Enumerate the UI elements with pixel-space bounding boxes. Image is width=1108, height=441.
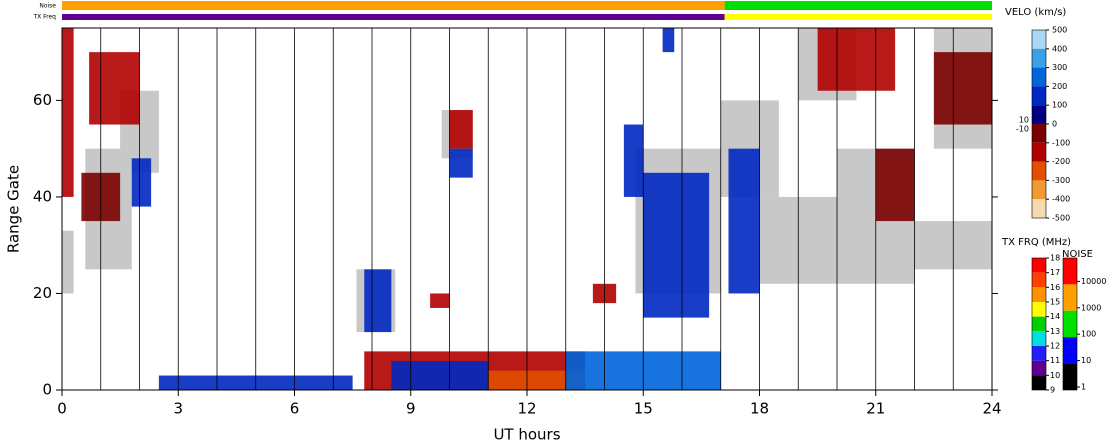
colorbar-segment	[1032, 48, 1046, 68]
velocity-cell	[933, 52, 992, 125]
velocity-cell	[62, 28, 74, 197]
velocity-cell	[488, 370, 586, 390]
freq-colorbar-tick-label: 13	[1050, 327, 1060, 336]
freq-strip	[62, 14, 725, 20]
colorbar-segment	[1032, 180, 1046, 200]
velocity-cell	[449, 148, 473, 178]
noise-colorbar-tick-label: 1000	[1081, 303, 1101, 312]
freq-colorbar-segment	[1032, 346, 1046, 361]
freq-colorbar-tick-label: 15	[1050, 298, 1060, 307]
y-tick-label: 60	[33, 91, 52, 109]
freq-colorbar-segment	[1032, 331, 1046, 346]
colorbar-tick-label: 0	[1052, 120, 1057, 129]
colorbar-tick-label: -200	[1052, 157, 1070, 166]
freq-strip-label: TX Freq	[32, 14, 56, 21]
velocity-cell	[131, 158, 152, 207]
colorbar-side-label: 10	[1019, 116, 1029, 125]
ground-scatter	[62, 230, 74, 294]
noise-strip	[62, 1, 725, 10]
noise-colorbar-segment	[1063, 310, 1077, 338]
y-axis-label: Range Gate	[5, 165, 23, 253]
freq-colorbar-tick-label: 17	[1050, 268, 1060, 277]
freq-colorbar-segment	[1032, 360, 1046, 376]
y-tick-label: 20	[33, 284, 52, 302]
x-tick-label: 12	[517, 400, 536, 418]
freq-colorbar-segment	[1032, 287, 1046, 302]
freq-colorbar-segment	[1032, 258, 1046, 273]
velocity-cell	[817, 28, 896, 91]
freq-colorbar-tick-label: 14	[1050, 312, 1060, 321]
noise-strip	[724, 1, 992, 10]
velocity-cell	[364, 269, 392, 333]
x-tick-label: 0	[57, 400, 67, 418]
colorbar-tick-label: 400	[1052, 44, 1067, 53]
freq-colorbar-tick-label: 10	[1050, 371, 1060, 380]
noise-strip-label: Noise	[39, 3, 56, 10]
colorbar-tick-label: 300	[1052, 63, 1067, 72]
x-tick-label: 15	[634, 400, 653, 418]
y-tick-label: 40	[33, 187, 52, 205]
colorbar-segment	[1032, 199, 1046, 218]
colorbar-segment	[1032, 30, 1046, 49]
x-tick-label: 3	[173, 400, 183, 418]
freq-title: TX FRQ (MHz)	[1001, 237, 1071, 248]
freq-colorbar-segment	[1032, 302, 1046, 317]
noise-colorbar-tick-label: 10	[1081, 356, 1091, 365]
velocity-cell	[449, 110, 473, 149]
velocity-cell	[643, 172, 710, 318]
noise-title: NOISE	[1062, 249, 1093, 260]
freq-colorbar-tick-label: 16	[1050, 283, 1060, 292]
x-tick-label: 24	[982, 400, 1001, 418]
colorbar-tick-label: -100	[1052, 138, 1070, 147]
freq-colorbar-frame	[1031, 257, 1047, 391]
velocity-cell	[662, 28, 675, 53]
colorbar-tick-label: 200	[1052, 82, 1067, 91]
colorbar-side-label: -10	[1016, 125, 1029, 134]
freq-colorbar-tick-label: 12	[1050, 342, 1060, 351]
freq-colorbar-segment	[1032, 316, 1046, 332]
freq-colorbar-tick-label: 11	[1050, 356, 1060, 365]
noise-colorbar-segment	[1063, 284, 1077, 311]
colorbar-segment	[1032, 105, 1046, 124]
freq-colorbar-segment	[1032, 375, 1046, 390]
x-tick-label: 6	[290, 400, 300, 418]
x-tick-label: 9	[406, 400, 416, 418]
noise-colorbar-tick-label: 1	[1081, 383, 1086, 392]
colorbar-tick-label: -400	[1052, 195, 1070, 204]
noise-colorbar-tick-label: 10000	[1081, 277, 1106, 286]
noise-colorbar-segment	[1063, 337, 1077, 364]
colorbar-segment	[1032, 86, 1046, 106]
velocity-cell	[391, 361, 489, 390]
noise-colorbar-frame	[1062, 257, 1078, 391]
colorbar-tick-label: 100	[1052, 101, 1067, 110]
freq-colorbar-segment	[1032, 272, 1046, 288]
velocity-cell	[875, 148, 915, 222]
noise-colorbar-segment	[1063, 363, 1077, 390]
x-axis-label: UT hours	[493, 426, 560, 441]
noise-colorbar-segment	[1063, 258, 1077, 285]
velo-title: VELO (km/s)	[1005, 7, 1066, 18]
velocity-cell	[430, 293, 450, 308]
velocity-cell	[728, 148, 760, 294]
noise-colorbar-tick-label: 100	[1081, 330, 1096, 339]
velocity-cell	[623, 124, 644, 197]
freq-colorbar-tick-label: 9	[1050, 386, 1055, 395]
colorbar-tick-label: -300	[1052, 176, 1070, 185]
x-tick-label: 21	[866, 400, 885, 418]
velocity-cell	[89, 52, 140, 125]
x-tick-label: 18	[750, 400, 769, 418]
freq-colorbar-tick-label: 18	[1050, 254, 1060, 263]
colorbar-segment	[1032, 161, 1046, 181]
colorbar-segment	[1032, 124, 1046, 143]
colorbar-segment	[1032, 142, 1046, 162]
colorbar-tick-label: 500	[1052, 26, 1067, 35]
colorbar-segment	[1032, 67, 1046, 87]
colorbar-tick-label: -500	[1052, 214, 1070, 223]
y-tick-label: 0	[42, 381, 52, 399]
freq-strip	[724, 14, 992, 20]
